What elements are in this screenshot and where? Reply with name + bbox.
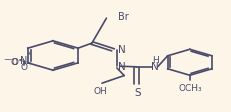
Text: N: N: [152, 62, 159, 72]
Text: –: –: [22, 57, 26, 66]
Text: $^{+}$: $^{+}$: [26, 50, 32, 59]
Text: Br: Br: [118, 12, 128, 22]
Text: H: H: [152, 55, 159, 64]
Text: N: N: [118, 62, 125, 72]
Text: N: N: [20, 56, 28, 65]
Text: $^{-}$O: $^{-}$O: [6, 55, 20, 66]
Text: OCH₃: OCH₃: [178, 83, 202, 92]
Text: OH: OH: [94, 86, 108, 95]
Text: N: N: [118, 45, 125, 55]
Text: S: S: [134, 87, 141, 97]
Text: $^-$O: $^-$O: [2, 56, 18, 67]
Text: O: O: [21, 62, 27, 71]
